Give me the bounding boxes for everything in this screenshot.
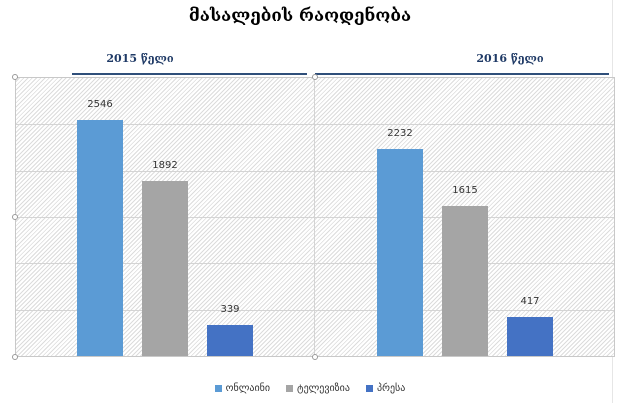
- legend: ონლაინი ტელევიზია პრესა: [0, 383, 620, 394]
- resize-handle-top-center[interactable]: [312, 74, 318, 80]
- data-label-press-2016: 417: [520, 296, 540, 308]
- legend-label-online: ონლაინი: [225, 383, 271, 394]
- gridline: [16, 124, 614, 126]
- header-rule-right: [315, 73, 609, 75]
- gridline: [16, 263, 614, 265]
- header-rule-left: [72, 73, 307, 75]
- bar-online-2016[interactable]: [377, 149, 423, 356]
- legend-item-television: ტელევიზია: [286, 383, 350, 394]
- category-label-2015: 2015 წელი: [106, 52, 174, 65]
- legend-swatch-online: [214, 385, 222, 392]
- bar-press-2015[interactable]: [207, 324, 253, 356]
- resize-handle-middle-left[interactable]: [12, 214, 18, 220]
- legend-item-press: პრესა: [365, 383, 406, 394]
- gridline: [16, 309, 614, 311]
- data-label-online-2016: 2232: [387, 128, 413, 140]
- legend-swatch-press: [365, 385, 373, 392]
- resize-handle-bottom-left[interactable]: [12, 354, 18, 360]
- bar-television-2016[interactable]: [442, 206, 488, 356]
- gridline: [16, 170, 614, 172]
- legend-label-television: ტელევიზია: [297, 383, 350, 394]
- bar-online-2015[interactable]: [77, 120, 123, 356]
- resize-handle-top-left[interactable]: [12, 74, 18, 80]
- data-label-television-2015: 1892: [152, 159, 178, 171]
- data-label-television-2016: 1615: [452, 185, 478, 197]
- legend-swatch-television: [286, 385, 294, 392]
- legend-label-press: პრესა: [376, 383, 406, 394]
- data-label-online-2015: 2546: [87, 99, 113, 111]
- chart-title: მასალების რაოდენობა: [188, 6, 412, 26]
- category-label-2016: 2016 წელი: [476, 52, 544, 65]
- legend-item-online: ონლაინი: [214, 383, 271, 394]
- resize-handle-bottom-center[interactable]: [312, 354, 318, 360]
- gridline: [16, 217, 614, 218]
- bar-television-2015[interactable]: [142, 180, 188, 356]
- data-label-press-2015: 339: [220, 303, 240, 315]
- plot-area[interactable]: 2546 1892 339 2232 1615 417: [15, 77, 615, 357]
- bar-press-2016[interactable]: [507, 317, 553, 356]
